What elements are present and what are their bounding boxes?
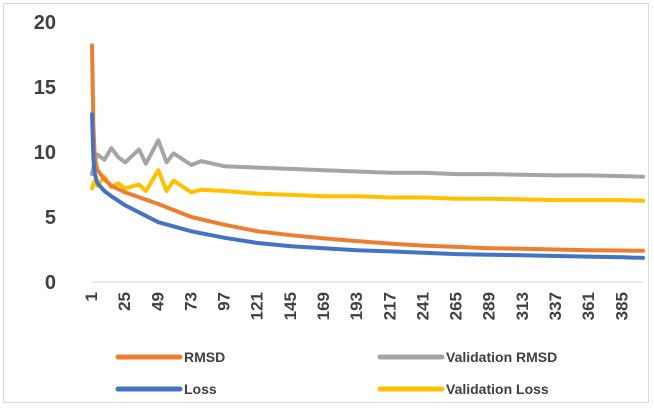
legend-label: Validation Loss	[446, 381, 549, 397]
x-tick-label: 49	[148, 292, 167, 311]
x-tick-label: 361	[579, 292, 598, 320]
legend-label: Loss	[184, 381, 217, 397]
y-tick-label: 20	[34, 12, 56, 34]
x-tick-label: 145	[281, 292, 300, 320]
series-line-rmsd	[90, 43, 645, 253]
x-tick-label: 241	[413, 292, 432, 320]
series-lines	[90, 43, 645, 260]
series-line-loss	[90, 112, 645, 260]
legend-label: RMSD	[184, 349, 225, 365]
y-tick-label: 10	[34, 142, 56, 164]
x-axis-ticks: 1 25 49 73 97 121 145 169 193 217 241 265 289 313 337 3…	[82, 292, 631, 320]
series-line-validation-loss	[90, 168, 645, 203]
x-tick-label: 337	[546, 292, 565, 320]
x-tick-label: 1	[82, 292, 101, 301]
chart-frame	[3, 3, 649, 403]
x-tick-label: 121	[248, 292, 267, 320]
x-tick-label: 385	[612, 292, 631, 320]
x-tick-label: 289	[480, 292, 499, 320]
legend-label: Validation RMSD	[446, 349, 557, 365]
y-tick-label: 5	[45, 207, 56, 229]
series-line-validation-rmsd	[90, 138, 645, 179]
x-tick-label: 25	[115, 292, 134, 311]
x-tick-label: 217	[380, 292, 399, 320]
x-tick-label: 97	[215, 292, 234, 311]
x-tick-label: 313	[513, 292, 532, 320]
y-tick-label: 0	[45, 272, 56, 294]
x-tick-label: 73	[181, 292, 200, 311]
x-tick-label: 193	[347, 292, 366, 320]
x-tick-label: 169	[314, 292, 333, 320]
y-tick-label: 15	[34, 77, 56, 99]
x-tick-label: 265	[447, 292, 466, 320]
y-axis-ticks: 0 5 10 15 20	[34, 12, 56, 294]
legend: RMSD Validation RMSD Loss Validation Loss	[115, 349, 557, 397]
